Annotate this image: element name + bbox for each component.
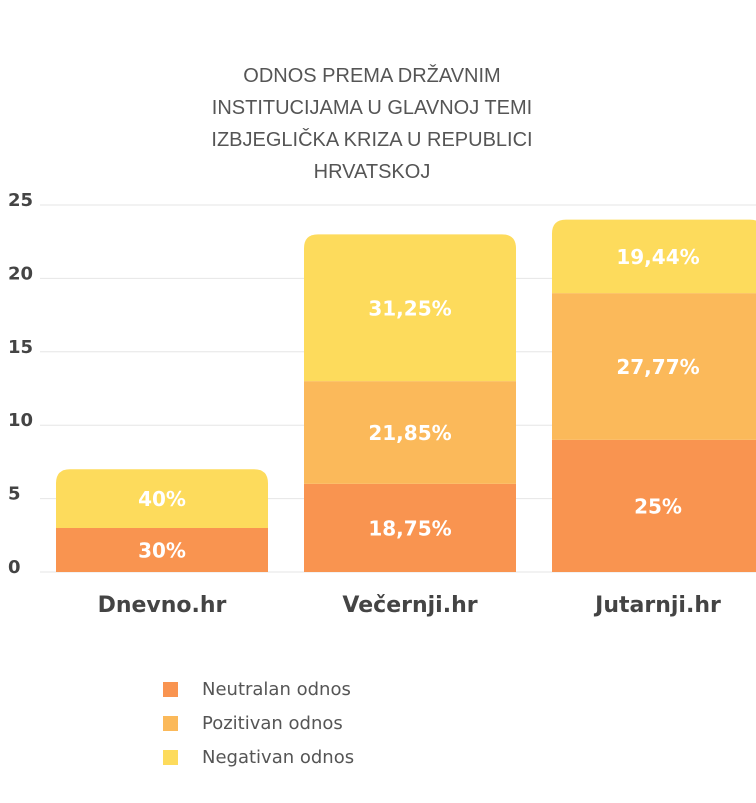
y-tick-label: 5 xyxy=(8,484,21,505)
bar-segment xyxy=(304,234,516,382)
y-tick-label: 25 xyxy=(8,190,33,211)
legend-label: Negativan odnos xyxy=(202,747,354,768)
segment-label: 30% xyxy=(138,538,186,562)
legend-swatch xyxy=(163,682,178,697)
segment-label: 27,77% xyxy=(616,355,699,379)
bar-segment xyxy=(552,293,756,440)
legend-label: Pozitivan odnos xyxy=(202,713,343,734)
legend-label: Neutralan odnos xyxy=(202,679,351,700)
bar-segment xyxy=(56,469,268,528)
y-tick-label: 10 xyxy=(8,410,33,431)
bar-segment xyxy=(304,381,516,484)
x-tick-label: Jutarnji.hr xyxy=(593,593,721,618)
y-tick-label: 0 xyxy=(8,557,21,578)
segment-label: 40% xyxy=(138,487,186,511)
segment-label: 18,75% xyxy=(368,516,451,540)
bar-segment xyxy=(304,483,516,572)
y-tick-label: 20 xyxy=(8,263,33,284)
legend-swatch xyxy=(163,750,178,765)
segment-label: 25% xyxy=(634,494,682,518)
segment-label: 19,44% xyxy=(616,245,699,269)
bar-segment xyxy=(552,439,756,572)
chart-title: ODNOS PREMA DRŽAVNIM INSTITUCIJAMA U GLA… xyxy=(211,65,533,183)
legend-swatch xyxy=(163,716,178,731)
y-tick-label: 15 xyxy=(8,337,33,358)
x-tick-label: Večernji.hr xyxy=(342,593,477,618)
segment-label: 21,85% xyxy=(368,421,451,445)
segment-label: 31,25% xyxy=(368,296,451,320)
bar-segment xyxy=(56,527,268,572)
x-tick-label: Dnevno.hr xyxy=(98,593,227,618)
bar-segment xyxy=(552,219,756,294)
